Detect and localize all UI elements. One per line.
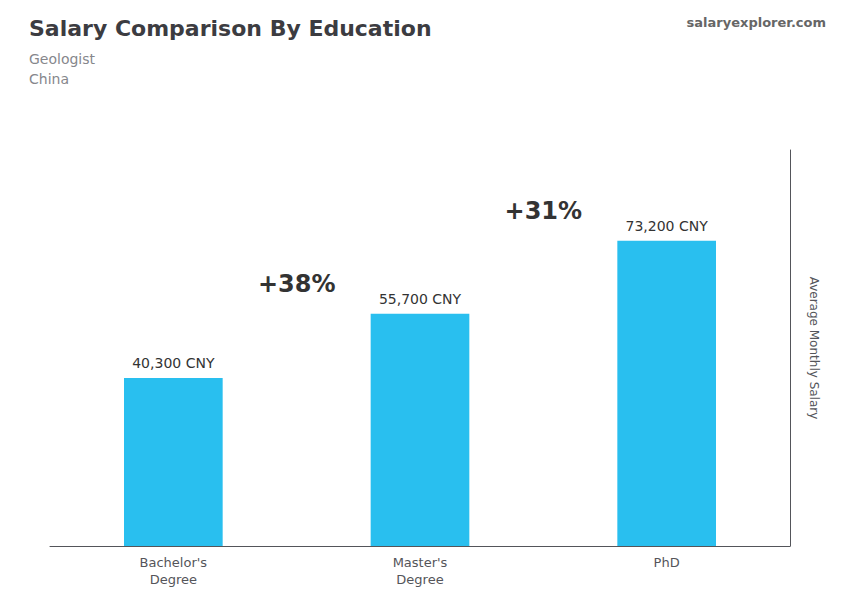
- svg-text:Master's: Master's: [393, 555, 448, 570]
- svg-text:Average Monthly Salary: Average Monthly Salary: [807, 277, 821, 420]
- svg-text:Bachelor's: Bachelor's: [140, 555, 208, 570]
- svg-text:40,300 CNY: 40,300 CNY: [132, 355, 215, 371]
- svg-text:55,700 CNY: 55,700 CNY: [379, 291, 462, 307]
- svg-text:China: China: [29, 71, 69, 87]
- svg-text:Degree: Degree: [396, 572, 443, 587]
- svg-text:Salary Comparison By Education: Salary Comparison By Education: [29, 16, 432, 41]
- svg-text:73,200 CNY: 73,200 CNY: [626, 218, 709, 234]
- svg-text:Geologist: Geologist: [29, 51, 96, 67]
- svg-text:Degree: Degree: [150, 572, 197, 587]
- svg-text:PhD: PhD: [654, 555, 680, 570]
- svg-text:salaryexplorer.com: salaryexplorer.com: [687, 15, 826, 30]
- svg-text:+38%: +38%: [258, 270, 336, 298]
- svg-text:+31%: +31%: [505, 197, 583, 225]
